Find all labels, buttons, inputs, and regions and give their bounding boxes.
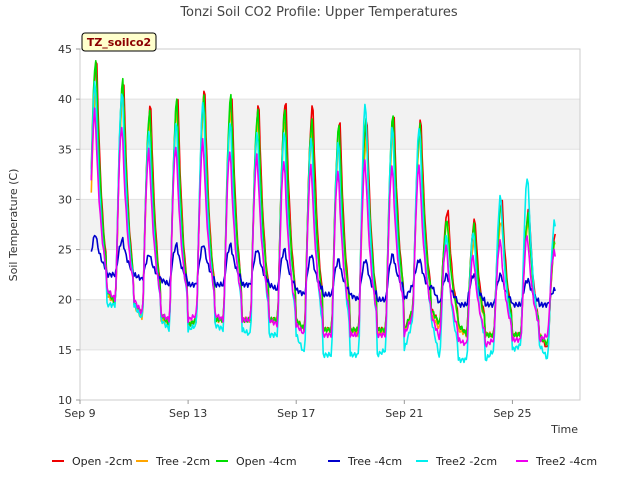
grid-band: [80, 99, 580, 150]
grid-band: [80, 299, 580, 350]
grid-band: [80, 49, 580, 100]
series-line-tree2-4cm: [90, 107, 556, 348]
x-tick-label: Sep 21: [385, 407, 423, 420]
grid-band: [80, 349, 580, 400]
x-tick-label: Sep 9: [64, 407, 95, 420]
y-tick-label: 30: [58, 193, 72, 206]
y-tick-label: 15: [58, 344, 72, 357]
tag-box-background: [81, 32, 157, 52]
series-line-tree2-2cm: [90, 80, 556, 364]
legend-label: Tree2 -2cm: [435, 455, 497, 468]
y-axis-label: Soil Temperature (C): [7, 169, 20, 282]
y-tick-label: 35: [58, 143, 72, 156]
y-tick-label: 45: [58, 43, 72, 56]
legend-label: Tree2 -4cm: [535, 455, 597, 468]
y-tick-label: 40: [58, 93, 72, 106]
chart-title: Tonzi Soil CO2 Profile: Upper Temperatur…: [179, 5, 458, 20]
plot-frame: [79, 48, 581, 401]
series-layer: [90, 60, 556, 364]
x-tick-label: Sep 13: [169, 407, 207, 420]
x-axis-label: Time: [550, 423, 578, 436]
legend: Open -2cm Tree -2cm Open -4cm Tree -4cm Tree…: [52, 455, 597, 468]
tag-box: TZ_soilco2: [81, 32, 157, 52]
x-tick-label: Sep 17: [277, 407, 315, 420]
x-tick-label: Sep 25: [493, 407, 531, 420]
x-axis: Sep 9 Sep 13 Sep 17 Sep 21 Sep 25: [64, 400, 532, 420]
grid-band: [80, 149, 580, 200]
legend-label: Tree -2cm: [155, 455, 210, 468]
y-tick-label: 20: [58, 294, 72, 307]
legend-label: Open -4cm: [236, 455, 297, 468]
tag-label: TZ_soilco2: [87, 36, 151, 49]
y-axis: 10 15 20 25 30 35 40 45: [58, 43, 80, 407]
legend-label: Open -2cm: [72, 455, 133, 468]
y-tick-label: 10: [58, 394, 72, 407]
legend-label: Tree -4cm: [347, 455, 402, 468]
y-tick-label: 25: [58, 244, 72, 257]
plot-background: [80, 48, 580, 401]
